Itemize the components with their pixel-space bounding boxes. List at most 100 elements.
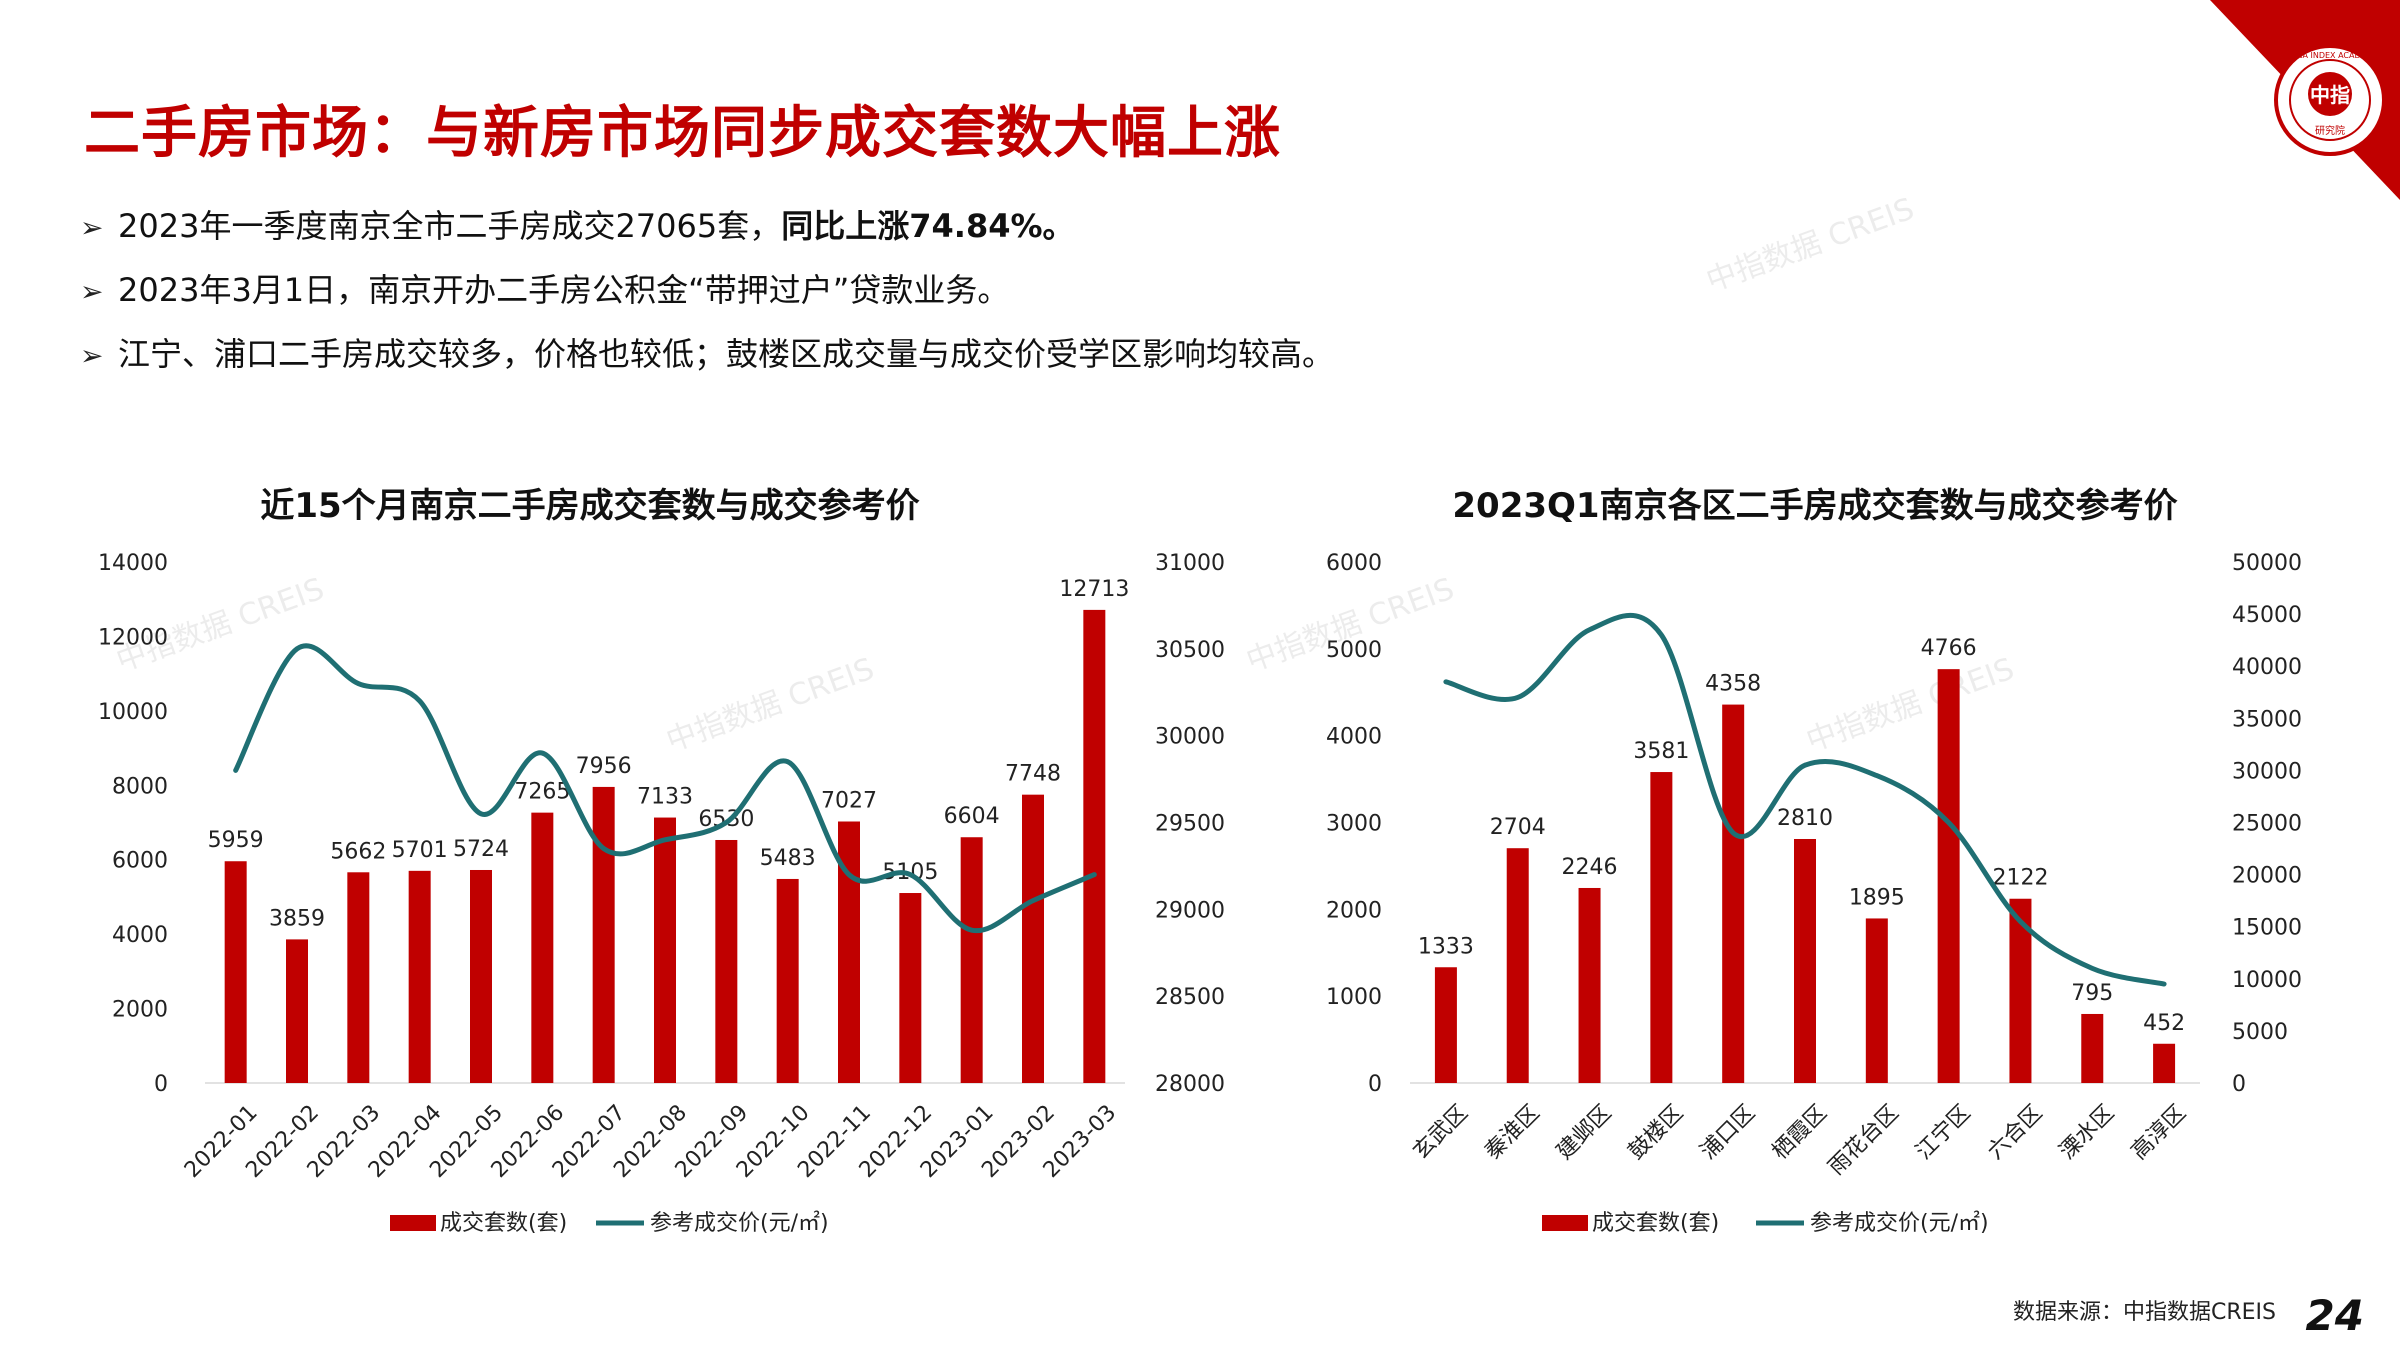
- y-right-tick-label: 28000: [1155, 1072, 1225, 1097]
- bullet-list: ➢ 2023年一季度南京全市二手房成交27065套，同比上涨74.84%。 ➢ 20…: [80, 198, 1334, 390]
- y-right-tick-label: 20000: [2232, 864, 2302, 889]
- data-label: 1333: [1418, 934, 1474, 959]
- legend-swatch-bar: [390, 1215, 436, 1231]
- bullet-text: 2023年一季度南京全市二手房成交27065套，: [118, 207, 782, 245]
- y-left-tick-label: 2000: [112, 998, 168, 1023]
- data-source: 数据来源：中指数据CREIS: [2012, 1300, 2276, 1325]
- logo-text: 中指: [2310, 83, 2350, 107]
- bar: [1434, 967, 1457, 1083]
- y-left-tick-label: 0: [154, 1072, 168, 1097]
- bar: [715, 839, 738, 1083]
- bullet-arrow-icon: ➢: [80, 275, 104, 308]
- page-title: 二手房市场：与新房市场同步成交套数大幅上涨: [84, 101, 1281, 166]
- y-right-tick-label: 29500: [1155, 812, 1225, 837]
- x-tick-label: 六合区: [1983, 1100, 2047, 1164]
- bar: [654, 817, 676, 1083]
- y-right-tick-label: 5000: [2232, 1020, 2288, 1045]
- chart-title-left: 近15个月南京二手房成交套数与成交参考价: [260, 486, 920, 526]
- data-label: 7748: [1005, 762, 1061, 787]
- bar: [592, 786, 615, 1083]
- y-left-tick-label: 3000: [1326, 812, 1382, 837]
- data-label: 3581: [1633, 739, 1689, 764]
- bullet-bold: 同比上涨74.84%。: [781, 207, 1075, 245]
- bar: [1794, 838, 1816, 1083]
- data-label: 795: [2071, 981, 2113, 1006]
- bar: [1578, 887, 1601, 1083]
- bar: [1937, 669, 1960, 1083]
- legend-swatch-bar: [1542, 1215, 1588, 1231]
- bullet-text: 江宁、浦口二手房成交较多，价格也较低；鼓楼区成交量与成交价受学区影响均较高。: [118, 335, 1335, 373]
- bar: [2153, 1043, 2176, 1083]
- data-label: 2810: [1777, 806, 1833, 831]
- logo-corner: 中指 研究院 CHINA INDEX ACADEMY: [2210, 0, 2400, 200]
- data-label: 2122: [1992, 866, 2048, 891]
- y-right-tick-label: 0: [2232, 1072, 2246, 1097]
- data-label: 1895: [1849, 885, 1905, 910]
- x-tick-label: 雨花台区: [1824, 1100, 1904, 1180]
- series-line: [233, 643, 1097, 934]
- y-right-tick-label: 50000: [2232, 551, 2302, 576]
- y-left-tick-label: 6000: [112, 849, 168, 874]
- x-tick-label: 秦淮区: [1480, 1100, 1544, 1164]
- data-label: 6604: [944, 804, 1000, 829]
- y-right-tick-label: 40000: [2232, 655, 2302, 680]
- data-label: 4766: [1921, 636, 1977, 661]
- bar: [2009, 898, 2032, 1083]
- legend-label: 参考成交价(元/㎡): [1810, 1210, 1989, 1236]
- bar: [1022, 794, 1044, 1083]
- bar: [2081, 1013, 2104, 1083]
- data-label: 5724: [453, 837, 509, 862]
- bar: [1506, 848, 1529, 1083]
- y-left-tick-label: 10000: [98, 700, 168, 725]
- data-label: 7265: [514, 780, 570, 805]
- data-label: 2246: [1562, 855, 1618, 880]
- bullet-text: 2023年3月1日，南京开办二手房公积金“带押过户”贷款业务。: [118, 271, 1010, 309]
- y-left-tick-label: 14000: [98, 551, 168, 576]
- bar: [347, 872, 370, 1083]
- bar: [531, 812, 554, 1083]
- bar: [1722, 704, 1745, 1083]
- bar: [960, 837, 983, 1083]
- bullet-item: ➢ 江宁、浦口二手房成交较多，价格也较低；鼓楼区成交量与成交价受学区影响均较高。: [80, 326, 1334, 390]
- data-label: 12713: [1059, 577, 1129, 602]
- x-tick-label: 江宁区: [1911, 1100, 1975, 1164]
- x-tick-label: 高淳区: [2127, 1100, 2191, 1164]
- y-left-tick-label: 8000: [112, 774, 168, 799]
- data-label: 3859: [269, 906, 325, 931]
- y-left-tick-label: 5000: [1326, 638, 1382, 663]
- y-right-tick-label: 10000: [2232, 968, 2302, 993]
- bullet-item: ➢ 2023年一季度南京全市二手房成交27065套，同比上涨74.84%。: [80, 198, 1334, 262]
- y-left-tick-label: 12000: [98, 625, 168, 650]
- x-tick-label: 溧水区: [2055, 1100, 2119, 1164]
- data-label: 452: [2143, 1011, 2185, 1036]
- data-label: 5483: [760, 846, 816, 871]
- x-tick-label: 建邺区: [1552, 1100, 1616, 1164]
- y-left-tick-label: 0: [1368, 1072, 1382, 1097]
- bar: [776, 878, 799, 1083]
- y-right-tick-label: 25000: [2232, 812, 2302, 837]
- y-right-tick-label: 30000: [1155, 725, 1225, 750]
- y-left-tick-label: 4000: [112, 923, 168, 948]
- y-right-tick-label: 30500: [1155, 638, 1225, 663]
- bar: [286, 939, 308, 1083]
- x-tick-label: 浦口区: [1696, 1100, 1760, 1164]
- page-number: 24: [2305, 1291, 2364, 1340]
- y-left-tick-label: 1000: [1326, 985, 1382, 1010]
- bar: [470, 869, 492, 1083]
- series-line: [1443, 612, 2167, 987]
- bar: [224, 861, 247, 1083]
- data-label: 5701: [392, 838, 448, 863]
- bar: [1650, 772, 1673, 1083]
- y-right-tick-label: 45000: [2232, 603, 2302, 628]
- y-right-tick-label: 35000: [2232, 707, 2302, 732]
- bar: [1865, 918, 1888, 1083]
- data-label: 7956: [576, 754, 632, 779]
- bar: [1083, 609, 1106, 1083]
- data-label: 5959: [208, 828, 264, 853]
- x-tick-label: 栖霞区: [1768, 1100, 1832, 1164]
- y-right-tick-label: 15000: [2232, 916, 2302, 941]
- y-left-tick-label: 2000: [1326, 898, 1382, 923]
- data-label: 7133: [637, 785, 693, 810]
- legend-label: 成交套数(套): [440, 1211, 567, 1236]
